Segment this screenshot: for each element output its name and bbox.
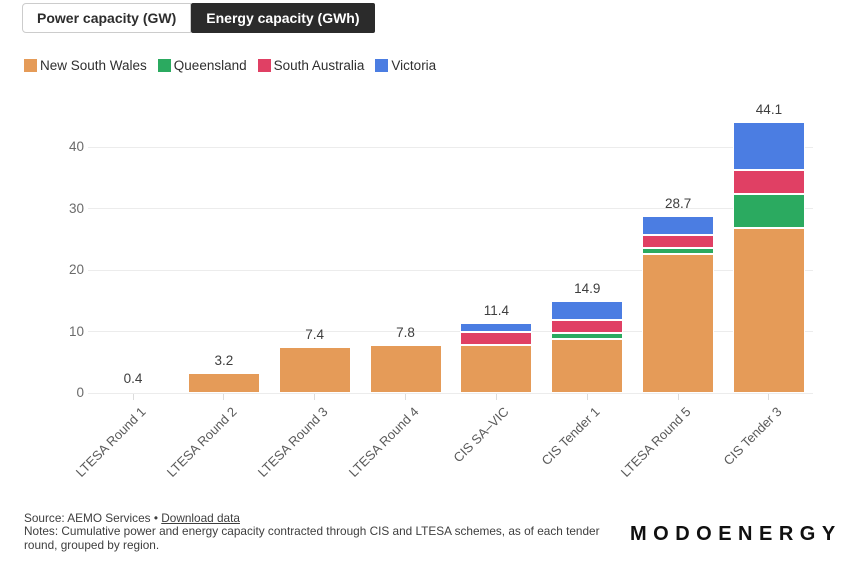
bar-value-label: 11.4	[483, 302, 510, 318]
bar-segment-south-australia[interactable]	[642, 234, 715, 248]
tab-power-capacity[interactable]: Power capacity (GW)	[22, 3, 192, 33]
bar-value-label: 14.9	[574, 281, 601, 297]
bar-value-label: 44.1	[755, 101, 783, 117]
source-line: Source: AEMO Services • Download data	[24, 511, 240, 525]
bar-segment-victoria[interactable]	[642, 216, 715, 235]
y-axis-tick-label: 30	[68, 200, 84, 216]
bar-segment-new-south-wales[interactable]	[187, 373, 260, 393]
legend-swatch-victoria	[375, 59, 389, 72]
gridline	[88, 208, 813, 209]
bar-segment-queensland[interactable]	[642, 247, 715, 254]
y-axis-tick-label: 20	[68, 262, 84, 277]
x-axis-tick	[314, 394, 316, 400]
legend-label: New South Wales	[40, 58, 147, 73]
legend-item-new-south-wales: New South Wales	[24, 58, 147, 73]
y-axis-tick-label: 0	[76, 385, 84, 400]
download-data-link[interactable]: Download data	[161, 511, 240, 525]
capacity-tab-bar: Power capacity (GW) Energy capacity (GWh…	[22, 3, 375, 33]
y-axis-tick-label: 10	[68, 323, 84, 339]
legend-item-queensland: Queensland	[157, 58, 247, 73]
gridline	[88, 392, 813, 394]
x-axis-tick	[223, 394, 225, 400]
bar-segment-queensland[interactable]	[551, 332, 624, 339]
y-axis-tick-label: 40	[68, 139, 84, 154]
legend-swatch-new-south-wales	[24, 59, 37, 72]
notes-text: Notes: Cumulative power and energy capac…	[24, 524, 600, 552]
bar-value-label: 0.4	[123, 370, 143, 386]
bar-value-label: 28.7	[664, 196, 692, 212]
bar-value-label: 7.4	[305, 327, 325, 343]
bar-segment-new-south-wales[interactable]	[97, 390, 169, 393]
x-axis-tick	[677, 394, 679, 400]
legend-item-victoria: Victoria	[375, 58, 436, 73]
tab-energy-capacity[interactable]: Energy capacity (GWh)	[191, 3, 375, 33]
legend-label: South Australia	[273, 58, 365, 73]
bar-segment-south-australia[interactable]	[732, 170, 805, 195]
legend-label: Queensland	[173, 58, 247, 73]
bar-segment-queensland[interactable]	[732, 194, 805, 228]
x-axis-tick	[768, 394, 770, 400]
legend-label: Victoria	[391, 58, 437, 73]
source-text: Source: AEMO Services	[24, 511, 151, 525]
bar-value-label: 3.2	[214, 353, 234, 369]
chart-legend: New South Wales Queensland South Austral…	[24, 58, 436, 73]
bar-segment-victoria[interactable]	[732, 121, 805, 171]
bar-segment-south-australia[interactable]	[551, 319, 624, 333]
x-axis-tick	[586, 394, 588, 400]
bar-segment-new-south-wales[interactable]	[732, 227, 805, 393]
bar-segment-new-south-wales[interactable]	[642, 254, 715, 393]
gridline	[88, 269, 813, 271]
bar-segment-new-south-wales[interactable]	[551, 338, 624, 393]
gridline	[88, 146, 813, 148]
x-axis-tick	[132, 394, 134, 400]
bar-segment-new-south-wales[interactable]	[278, 347, 351, 393]
bar-value-label: 7.8	[396, 325, 415, 341]
legend-swatch-south-australia	[257, 59, 271, 72]
bar-segment-new-south-wales[interactable]	[460, 345, 533, 393]
legend-swatch-queensland	[157, 59, 171, 72]
source-separator: •	[153, 511, 158, 525]
gridline	[88, 331, 813, 332]
legend-item-south-australia: South Australia	[257, 58, 365, 73]
bar-segment-new-south-wales[interactable]	[369, 345, 442, 393]
bar-segment-victoria[interactable]	[551, 301, 624, 320]
bar-segment-south-australia[interactable]	[460, 332, 533, 346]
bar-segment-victoria[interactable]	[460, 322, 533, 333]
modo-energy-logo: MODOENERGY	[630, 523, 841, 545]
x-axis-tick	[405, 394, 407, 400]
x-axis-tick	[495, 394, 497, 400]
